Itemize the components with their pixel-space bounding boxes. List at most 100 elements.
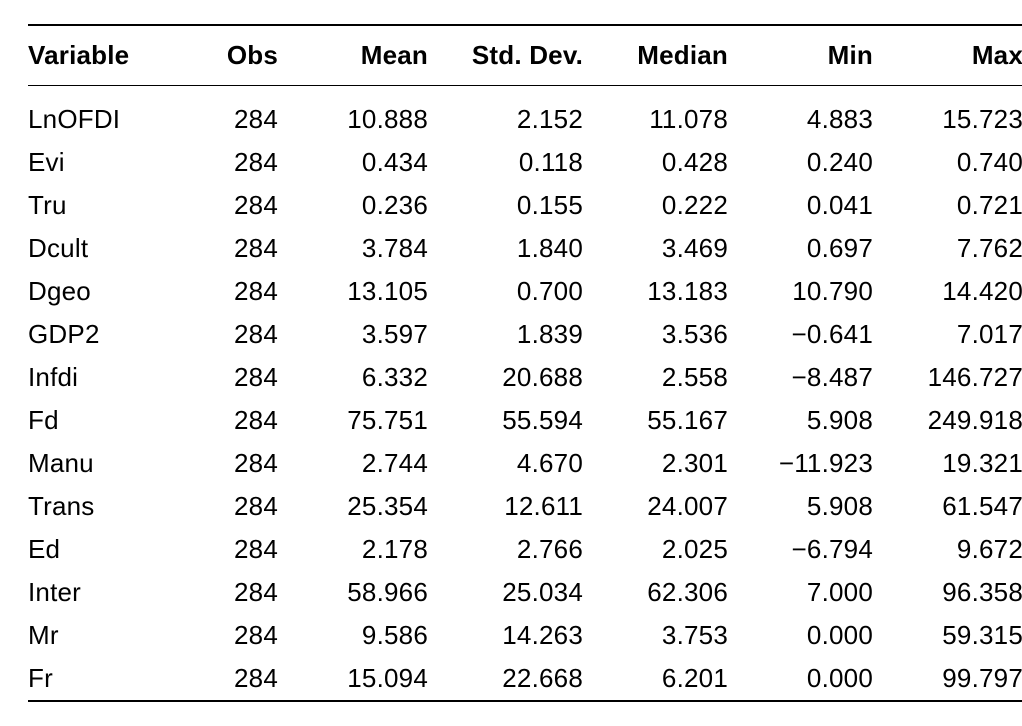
cell-variable: Inter (28, 571, 188, 614)
cell-value: 7.000 (738, 571, 883, 614)
cell-value: −11.923 (738, 442, 883, 485)
cell-value: 1.840 (438, 227, 593, 270)
cell-value: 0.041 (738, 184, 883, 227)
cell-variable: Tru (28, 184, 188, 227)
cell-value: 0.118 (438, 141, 593, 184)
cell-variable: Infdi (28, 356, 188, 399)
cell-value: 0.240 (738, 141, 883, 184)
col-header-max: Max (883, 25, 1022, 86)
cell-value: 7.017 (883, 313, 1022, 356)
cell-value: 7.762 (883, 227, 1022, 270)
cell-value: 3.597 (288, 313, 438, 356)
stats-table-container: Variable Obs Mean Std. Dev. Median Min M… (0, 0, 1022, 726)
table-row: Fr28415.09422.6686.2010.00099.797 (28, 657, 1022, 701)
cell-variable: Dcult (28, 227, 188, 270)
cell-value: 3.784 (288, 227, 438, 270)
table-row: Ed2842.1782.7662.025−6.7949.672 (28, 528, 1022, 571)
cell-value: 11.078 (593, 86, 738, 142)
cell-value: 20.688 (438, 356, 593, 399)
descriptive-stats-table: Variable Obs Mean Std. Dev. Median Min M… (28, 24, 1022, 702)
cell-variable: LnOFDI (28, 86, 188, 142)
table-row: Tru2840.2360.1550.2220.0410.721 (28, 184, 1022, 227)
cell-value: 61.547 (883, 485, 1022, 528)
cell-value: 4.670 (438, 442, 593, 485)
cell-value: 6.332 (288, 356, 438, 399)
cell-value: 0.000 (738, 657, 883, 701)
cell-variable: Trans (28, 485, 188, 528)
cell-value: 2.152 (438, 86, 593, 142)
cell-value: 284 (188, 485, 288, 528)
cell-value: 9.672 (883, 528, 1022, 571)
cell-value: 62.306 (593, 571, 738, 614)
cell-value: 15.723 (883, 86, 1022, 142)
cell-value: 25.354 (288, 485, 438, 528)
cell-value: 2.178 (288, 528, 438, 571)
cell-value: 284 (188, 528, 288, 571)
table-row: LnOFDI28410.8882.15211.0784.88315.723 (28, 86, 1022, 142)
cell-value: 284 (188, 184, 288, 227)
table-row: GDP22843.5971.8393.536−0.6417.017 (28, 313, 1022, 356)
cell-value: 2.301 (593, 442, 738, 485)
cell-value: 0.000 (738, 614, 883, 657)
cell-value: 284 (188, 442, 288, 485)
cell-value: 59.315 (883, 614, 1022, 657)
cell-value: 2.744 (288, 442, 438, 485)
cell-value: 6.201 (593, 657, 738, 701)
cell-value: 3.469 (593, 227, 738, 270)
cell-variable: Dgeo (28, 270, 188, 313)
cell-value: 5.908 (738, 399, 883, 442)
col-header-obs: Obs (188, 25, 288, 86)
table-row: Dgeo28413.1050.70013.18310.79014.420 (28, 270, 1022, 313)
cell-value: 284 (188, 399, 288, 442)
table-row: Fd28475.75155.59455.1675.908249.918 (28, 399, 1022, 442)
cell-value: 58.966 (288, 571, 438, 614)
cell-value: 5.908 (738, 485, 883, 528)
cell-value: 284 (188, 270, 288, 313)
cell-value: −0.641 (738, 313, 883, 356)
cell-value: 2.766 (438, 528, 593, 571)
cell-value: 13.105 (288, 270, 438, 313)
cell-value: 284 (188, 571, 288, 614)
table-row: Inter28458.96625.03462.3067.00096.358 (28, 571, 1022, 614)
table-header-row: Variable Obs Mean Std. Dev. Median Min M… (28, 25, 1022, 86)
col-header-std: Std. Dev. (438, 25, 593, 86)
cell-value: 99.797 (883, 657, 1022, 701)
cell-value: 0.236 (288, 184, 438, 227)
cell-value: 2.025 (593, 528, 738, 571)
cell-value: 14.420 (883, 270, 1022, 313)
cell-variable: Ed (28, 528, 188, 571)
cell-value: 3.753 (593, 614, 738, 657)
cell-value: 96.358 (883, 571, 1022, 614)
cell-value: 284 (188, 141, 288, 184)
cell-value: 249.918 (883, 399, 1022, 442)
table-row: Dcult2843.7841.8403.4690.6977.762 (28, 227, 1022, 270)
cell-value: 19.321 (883, 442, 1022, 485)
table-row: Mr2849.58614.2633.7530.00059.315 (28, 614, 1022, 657)
cell-value: −6.794 (738, 528, 883, 571)
col-header-mean: Mean (288, 25, 438, 86)
cell-variable: Mr (28, 614, 188, 657)
cell-value: 13.183 (593, 270, 738, 313)
cell-value: 15.094 (288, 657, 438, 701)
cell-value: 12.611 (438, 485, 593, 528)
cell-value: 284 (188, 614, 288, 657)
col-header-min: Min (738, 25, 883, 86)
table-row: Manu2842.7444.6702.301−11.92319.321 (28, 442, 1022, 485)
table-row: Infdi2846.33220.6882.558−8.487146.727 (28, 356, 1022, 399)
cell-value: 24.007 (593, 485, 738, 528)
table-row: Trans28425.35412.61124.0075.90861.547 (28, 485, 1022, 528)
cell-value: 4.883 (738, 86, 883, 142)
cell-variable: Manu (28, 442, 188, 485)
col-header-median: Median (593, 25, 738, 86)
cell-value: 0.697 (738, 227, 883, 270)
cell-value: 0.700 (438, 270, 593, 313)
cell-value: 75.751 (288, 399, 438, 442)
cell-value: 284 (188, 227, 288, 270)
cell-value: 0.155 (438, 184, 593, 227)
cell-value: 25.034 (438, 571, 593, 614)
cell-value: 2.558 (593, 356, 738, 399)
cell-value: 10.790 (738, 270, 883, 313)
table-row: Evi2840.4340.1180.4280.2400.740 (28, 141, 1022, 184)
cell-value: 284 (188, 657, 288, 701)
cell-value: 0.222 (593, 184, 738, 227)
